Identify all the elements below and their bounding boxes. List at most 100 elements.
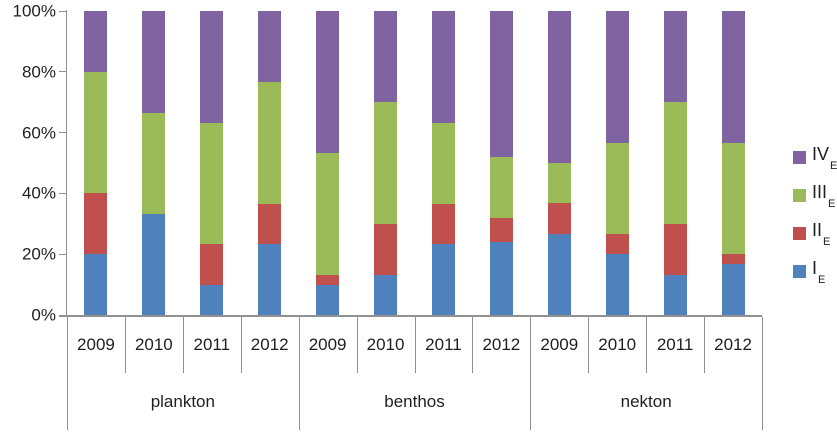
- segment-III_E: [489, 156, 513, 218]
- segment-III_E: [663, 102, 687, 224]
- segment-I_E: [84, 254, 108, 315]
- segment-IV_E: [431, 11, 455, 123]
- bar-nekton-2010: [605, 11, 629, 315]
- bar-plankton-2011: [200, 11, 224, 315]
- y-axis-tick-mark: [59, 192, 67, 194]
- x-axis-year-label: 2009: [77, 335, 115, 354]
- x-axis-group-label-plankton: plankton: [150, 391, 215, 411]
- x-axis-year-label: 2009: [540, 335, 579, 354]
- segment-II_E: [721, 254, 745, 265]
- segment-III_E: [374, 102, 398, 224]
- segment-II_E: [547, 203, 571, 234]
- bar-benthos-2012: [489, 11, 513, 315]
- year-separator-line: [182, 317, 184, 373]
- segment-IV_E: [200, 11, 224, 123]
- y-axis-tick-mark: [59, 71, 67, 73]
- segment-I_E: [142, 213, 166, 315]
- segment-I_E: [316, 284, 340, 315]
- y-axis-tick-label: 40%: [21, 183, 56, 203]
- segment-II_E: [663, 223, 687, 275]
- y-axis-tick-label: 100%: [12, 1, 56, 21]
- legend-swatch-IV_E: [793, 151, 806, 165]
- group-separator-line: [530, 317, 532, 430]
- y-axis-tick-mark: [59, 10, 67, 12]
- bar-plankton-2012: [258, 11, 282, 315]
- year-separator-line: [240, 317, 242, 373]
- segment-II_E: [316, 274, 340, 285]
- segment-III_E: [605, 142, 629, 234]
- segment-I_E: [374, 274, 398, 315]
- legend-item-IV_E: IVE: [793, 144, 837, 172]
- segment-IV_E: [84, 11, 108, 72]
- segment-I_E: [258, 244, 282, 315]
- legend-swatch-III_E: [793, 189, 806, 203]
- segment-III_E: [431, 122, 455, 204]
- legend-swatch-II_E: [793, 227, 806, 241]
- segment-I_E: [721, 264, 745, 315]
- segment-III_E: [547, 163, 571, 204]
- legend-label-II_E: IIE: [812, 220, 831, 248]
- x-axis-year-label: 2010: [598, 335, 637, 354]
- segment-IV_E: [663, 11, 687, 103]
- group-separator-line: [67, 317, 68, 430]
- y-axis-tick-mark: [59, 132, 67, 134]
- year-separator-line: [414, 317, 416, 373]
- segment-I_E: [663, 274, 687, 315]
- segment-IV_E: [374, 11, 398, 103]
- y-axis-tick-label: 60%: [21, 123, 56, 143]
- segment-I_E: [605, 254, 629, 315]
- segment-II_E: [374, 223, 398, 275]
- year-separator-line: [704, 317, 706, 373]
- segment-II_E: [200, 244, 224, 285]
- year-separator-line: [646, 317, 648, 373]
- year-separator-line: [124, 317, 126, 373]
- segment-III_E: [84, 71, 108, 194]
- bar-nekton-2012: [721, 11, 745, 315]
- year-separator-line: [588, 317, 590, 373]
- bar-benthos-2010: [374, 11, 398, 315]
- segment-IV_E: [721, 11, 745, 143]
- legend-item-I_E: IE: [793, 258, 826, 286]
- legend-item-III_E: IIIE: [793, 182, 836, 210]
- segment-II_E: [431, 203, 455, 245]
- x-axis-year-label: 2012: [250, 335, 289, 354]
- x-axis-year-label: 2010: [134, 335, 173, 354]
- segment-IV_E: [258, 11, 282, 83]
- segment-IV_E: [489, 11, 513, 157]
- segment-III_E: [142, 112, 166, 214]
- legend-label-I_E: IE: [812, 258, 826, 286]
- x-axis-group-label-nekton: nekton: [620, 391, 672, 411]
- segment-III_E: [200, 122, 224, 245]
- x-axis-year-label: 2010: [366, 335, 405, 354]
- x-axis-year-label: 2012: [482, 335, 521, 354]
- bar-benthos-2009: [316, 11, 340, 315]
- y-axis-tick-mark: [59, 253, 67, 255]
- x-axis-year-label: 2011: [425, 335, 462, 354]
- segment-I_E: [431, 244, 455, 315]
- segment-II_E: [605, 233, 629, 255]
- segment-I_E: [489, 242, 513, 315]
- group-separator-line: [298, 317, 300, 430]
- y-axis-tick-label: 80%: [21, 62, 56, 82]
- legend-item-II_E: IIE: [793, 220, 831, 248]
- bar-nekton-2011: [663, 11, 687, 315]
- segment-I_E: [547, 233, 571, 315]
- x-axis-year-label: 2011: [193, 335, 231, 354]
- x-axis-year-label: 2009: [308, 335, 347, 354]
- segment-III_E: [258, 82, 282, 204]
- year-separator-line: [356, 317, 358, 373]
- bar-plankton-2010: [142, 11, 166, 315]
- segment-III_E: [721, 142, 745, 255]
- y-axis-tick-label: 20%: [21, 244, 56, 264]
- x-axis-group-label-benthos: benthos: [384, 391, 445, 411]
- y-axis-line: [66, 10, 67, 316]
- bar-plankton-2009: [84, 11, 108, 315]
- legend-label-IV_E: IVE: [812, 144, 837, 172]
- legend-swatch-I_E: [793, 265, 806, 279]
- segment-IV_E: [142, 11, 166, 113]
- segment-II_E: [489, 217, 513, 243]
- x-axis-year-label: 2011: [656, 335, 694, 354]
- segment-II_E: [258, 203, 282, 245]
- legend-label-III_E: IIIE: [812, 182, 836, 210]
